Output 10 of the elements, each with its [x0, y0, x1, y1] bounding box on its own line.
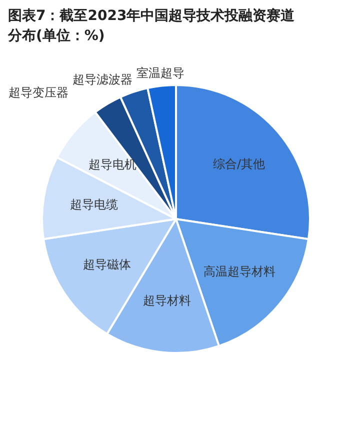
- slice-label: 超导变压器: [8, 86, 68, 100]
- slice-label: 室温超导: [136, 66, 184, 80]
- slice-label: 高温超导材料: [204, 264, 276, 278]
- slice-label: 超导滤波器: [72, 72, 132, 87]
- slice-label: 超导材料: [143, 294, 192, 308]
- chart-title: 图表7：截至2023年中国超导技术投融资赛道分布(单位：%): [8, 6, 296, 46]
- slice-label: 超导电机: [88, 158, 136, 172]
- slice-label: 超导磁体: [82, 257, 131, 272]
- slice-label: 综合/其他: [212, 156, 266, 171]
- slice-label: 超导电缆: [70, 198, 118, 212]
